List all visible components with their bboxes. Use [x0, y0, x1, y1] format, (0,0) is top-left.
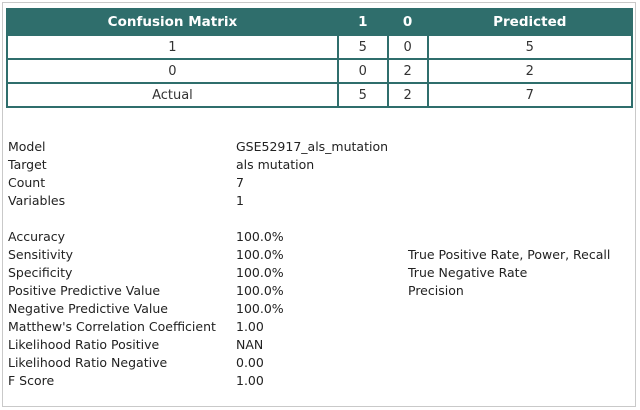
model-label: Model	[8, 139, 46, 154]
metric-value: 100.0%	[236, 283, 284, 298]
confusion-matrix-table: Confusion Matrix 1 0 Predicted 1 5 0 5 0…	[6, 8, 633, 108]
variables-value: 1	[236, 193, 244, 208]
metric-label: Matthew's Correlation Coefficient	[8, 319, 216, 334]
metric-value: 1.00	[236, 319, 264, 334]
metric-row: Likelihood Ratio Positive NAN	[8, 336, 628, 354]
count-value: 7	[236, 175, 244, 190]
metric-row: Positive Predictive Value 100.0% Precisi…	[8, 282, 628, 300]
matrix-header-predicted: Predicted	[427, 9, 632, 35]
matrix-cell: 0	[337, 59, 388, 83]
matrix-header-title: Confusion Matrix	[7, 9, 338, 35]
metric-label: Likelihood Ratio Positive	[8, 337, 160, 352]
count-label: Count	[8, 175, 46, 190]
matrix-row-total: 2	[427, 59, 632, 83]
matrix-row-label: 1	[7, 35, 338, 59]
target-value: als mutation	[236, 157, 315, 172]
metric-label: Negative Predictive Value	[8, 301, 168, 316]
metric-value: 100.0%	[236, 229, 284, 244]
matrix-row-actual-0: 0 0 2 2	[7, 59, 632, 83]
matrix-header-row: Confusion Matrix 1 0 Predicted	[7, 9, 632, 35]
metric-row: Negative Predictive Value 100.0%	[8, 300, 628, 318]
metric-label: Accuracy	[8, 229, 66, 244]
metric-value: NAN	[236, 337, 264, 352]
model-value: GSE52917_als_mutation	[236, 139, 389, 154]
metric-row: Matthew's Correlation Coefficient 1.00	[8, 318, 628, 336]
metric-value: 100.0%	[236, 265, 284, 280]
matrix-row-actual-total: Actual 5 2 7	[7, 83, 632, 107]
metric-value: 100.0%	[236, 301, 284, 316]
metric-note: True Positive Rate, Power, Recall	[408, 247, 611, 262]
matrix-row-actual-1: 1 5 0 5	[7, 35, 632, 59]
metric-row: Likelihood Ratio Negative 0.00	[8, 354, 628, 372]
metric-row: F Score 1.00	[8, 372, 628, 390]
matrix-cell: 2	[387, 59, 428, 83]
matrix-grand-total: 7	[427, 83, 632, 107]
metric-label: Likelihood Ratio Negative	[8, 355, 168, 370]
metric-note: Precision	[408, 283, 464, 298]
model-info-row: Target als mutation	[8, 156, 628, 174]
matrix-header-class-1: 1	[337, 9, 388, 35]
matrix-row-label: 0	[7, 59, 338, 83]
matrix-column-total: 5	[337, 83, 388, 107]
metric-value: 1.00	[236, 373, 264, 388]
target-label: Target	[8, 157, 47, 172]
matrix-cell: 0	[387, 35, 428, 59]
metric-label: Positive Predictive Value	[8, 283, 161, 298]
metric-row: Accuracy 100.0%	[8, 228, 628, 246]
matrix-row-total: 5	[427, 35, 632, 59]
model-info-row: Model GSE52917_als_mutation	[8, 138, 628, 156]
metric-row: Specificity 100.0% True Negative Rate	[8, 264, 628, 282]
matrix-header-class-0: 0	[387, 9, 428, 35]
metric-row: Sensitivity 100.0% True Positive Rate, P…	[8, 246, 628, 264]
metric-value: 0.00	[236, 355, 264, 370]
metric-label: F Score	[8, 373, 55, 388]
metric-label: Specificity	[8, 265, 73, 280]
variables-label: Variables	[8, 193, 66, 208]
metric-label: Sensitivity	[8, 247, 74, 262]
matrix-cell: 5	[337, 35, 388, 59]
metric-value: 100.0%	[236, 247, 284, 262]
model-info-row: Count 7	[8, 174, 628, 192]
matrix-row-label: Actual	[7, 83, 338, 107]
model-info-row: Variables 1	[8, 192, 628, 210]
metric-note: True Negative Rate	[408, 265, 528, 280]
report-frame	[2, 2, 636, 407]
matrix-column-total: 2	[387, 83, 428, 107]
